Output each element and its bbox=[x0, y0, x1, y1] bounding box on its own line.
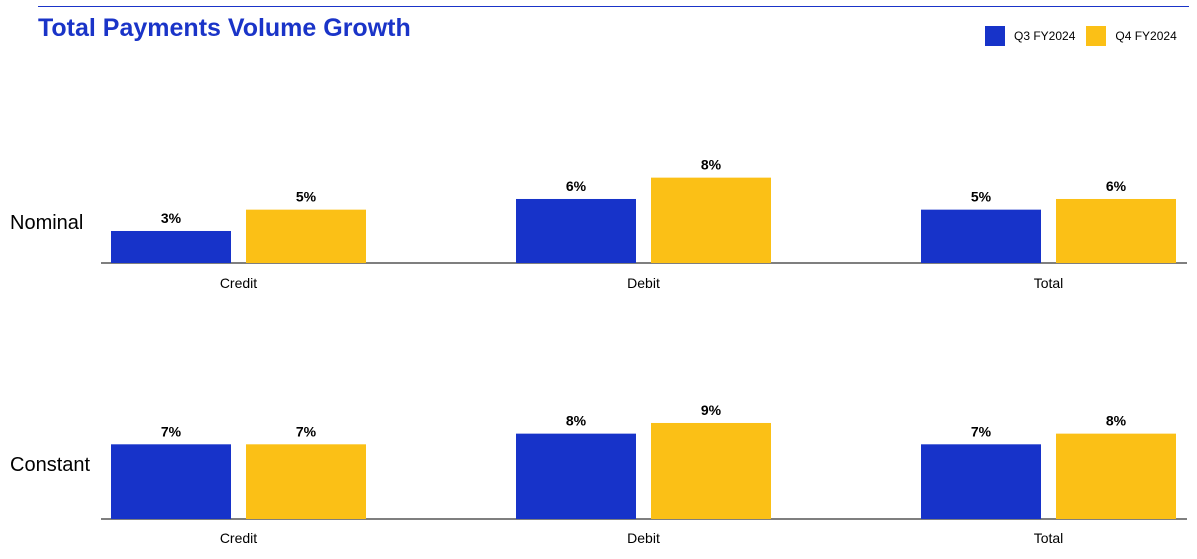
bar-debit-q4 bbox=[651, 177, 771, 263]
data-label: 5% bbox=[971, 189, 992, 205]
data-label: 7% bbox=[161, 423, 182, 439]
bar-debit-q4 bbox=[651, 422, 771, 519]
legend: Q3 FY2024 Q4 FY2024 bbox=[985, 26, 1177, 46]
category-label-total: Total bbox=[1034, 275, 1064, 291]
top-rule bbox=[38, 6, 1189, 7]
category-label-total: Total bbox=[1034, 530, 1064, 546]
data-label: 5% bbox=[296, 189, 317, 205]
legend-swatch-q4 bbox=[1086, 26, 1107, 46]
chart-title: Total Payments Volume Growth bbox=[38, 14, 411, 42]
data-label: 3% bbox=[161, 210, 182, 226]
legend-item-q3: Q3 FY2024 bbox=[985, 26, 1075, 46]
category-label-debit: Debit bbox=[627, 275, 660, 291]
bar-total-q3 bbox=[921, 444, 1041, 519]
bar-debit-q3 bbox=[516, 433, 636, 519]
data-label: 8% bbox=[1106, 413, 1127, 429]
legend-item-q4: Q4 FY2024 bbox=[1086, 26, 1177, 46]
bar-total-q3 bbox=[921, 209, 1041, 263]
bar-credit-q3 bbox=[111, 230, 231, 263]
bar-total-q4 bbox=[1056, 198, 1176, 263]
bar-credit-q4 bbox=[246, 444, 366, 519]
row-label-constant: Constant bbox=[10, 454, 91, 476]
legend-swatch-q3 bbox=[985, 26, 1005, 46]
data-label: 8% bbox=[701, 157, 722, 173]
bar-credit-q4 bbox=[246, 209, 366, 263]
data-label: 9% bbox=[701, 402, 722, 418]
data-label: 6% bbox=[566, 178, 587, 194]
bar-credit-q3 bbox=[111, 444, 231, 519]
bar-debit-q3 bbox=[516, 198, 636, 263]
data-label: 7% bbox=[296, 423, 317, 439]
category-label-debit: Debit bbox=[627, 530, 660, 546]
category-label-credit: Credit bbox=[220, 275, 257, 291]
legend-label-q4: Q4 FY2024 bbox=[1115, 29, 1177, 43]
data-label: 7% bbox=[971, 423, 992, 439]
legend-label-q3: Q3 FY2024 bbox=[1014, 29, 1076, 43]
category-label-credit: Credit bbox=[220, 530, 257, 546]
row-label-nominal: Nominal bbox=[10, 212, 84, 234]
bar-total-q4 bbox=[1056, 433, 1176, 519]
data-label: 8% bbox=[566, 413, 587, 429]
data-label: 6% bbox=[1106, 178, 1127, 194]
